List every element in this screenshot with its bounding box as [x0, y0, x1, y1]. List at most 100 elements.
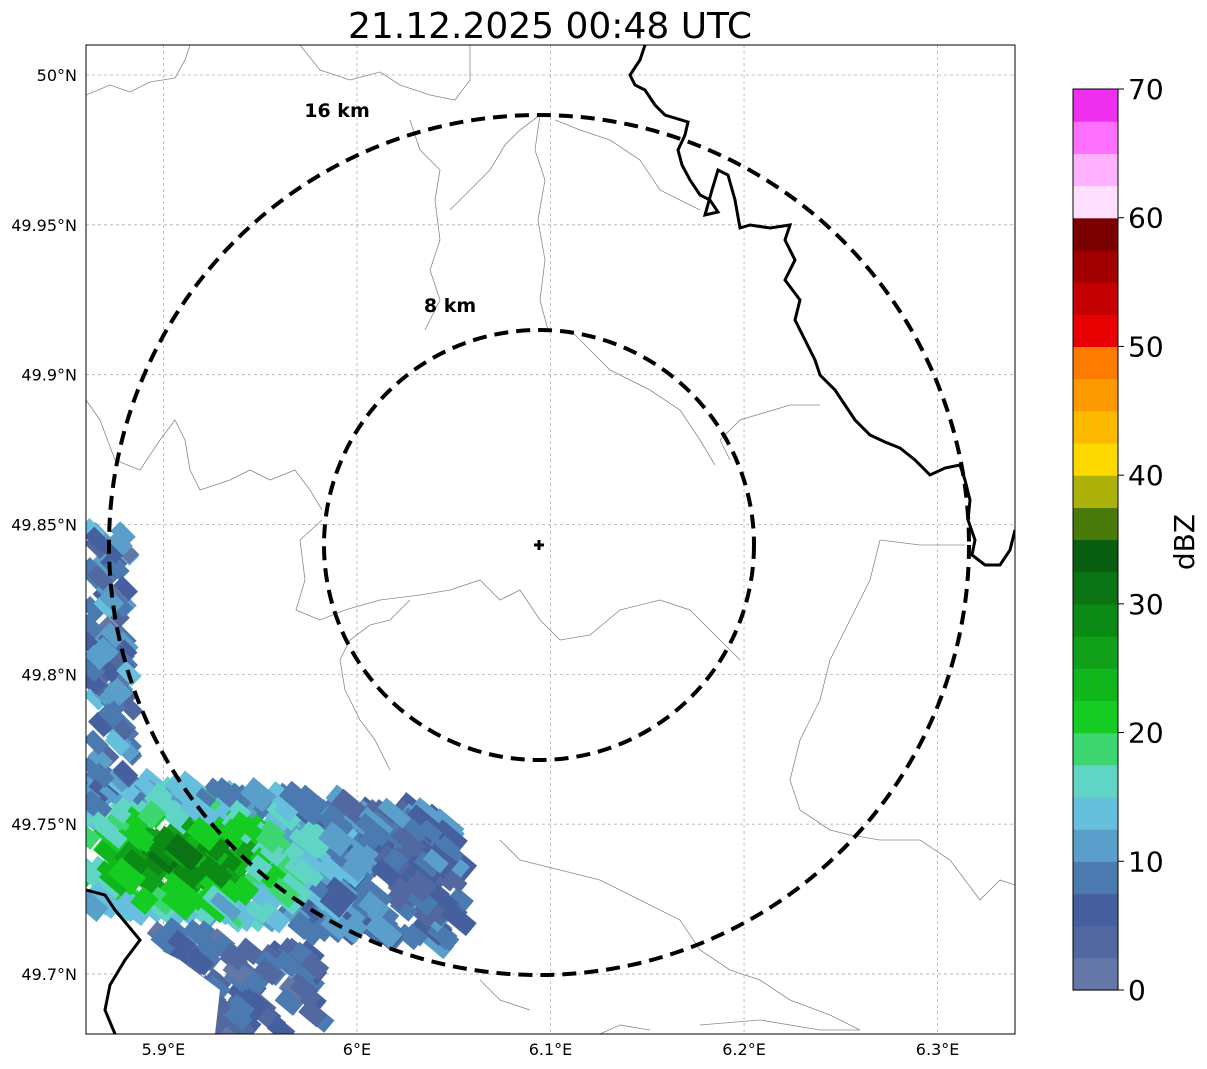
echo-free-area [105, 930, 220, 1034]
radar-echo-cell [391, 825, 426, 858]
radar-echo-cell [228, 799, 252, 822]
radar-echo-cell [309, 916, 336, 943]
radar-echo-cell [209, 891, 242, 922]
radar-echo-cell [341, 858, 367, 883]
colorbar-swatches [1073, 89, 1118, 991]
radar-echo-cell [123, 848, 150, 875]
colorbar-tick-label: 10 [1128, 845, 1164, 878]
colorbar-swatch [1073, 668, 1118, 701]
radar-echo-cell [164, 833, 204, 872]
latitude-tick-label: 49.85°N [11, 516, 77, 535]
colorbar-swatch [1073, 796, 1118, 830]
radar-echo-cell [404, 923, 429, 947]
range-ring-label-16km: 16 km [304, 100, 370, 122]
colorbar-swatch [1073, 249, 1118, 283]
radar-echo-cell [226, 993, 256, 1022]
range-ring-16km [107, 113, 971, 977]
colorbar-tick-label: 20 [1128, 717, 1164, 750]
radar-echo-cell [448, 887, 474, 912]
colorbar-frame [1072, 88, 1119, 991]
colorbar-swatch [1073, 475, 1118, 508]
range-ring-8km [322, 328, 756, 762]
radar-echo-cell [119, 893, 154, 927]
map-panel: 8 km 16 km 5.9°E 6°E 6.1°E 6.2°E 6.3°E 50°N 4… [11, 44, 1016, 1059]
map-frame [85, 44, 1016, 1035]
colorbar-swatch [1073, 378, 1118, 412]
colorbar-swatch [1073, 925, 1118, 959]
radar-echo-cell [410, 903, 437, 929]
latitude-tick-label: 49.75°N [11, 815, 77, 834]
latitude-tick-label: 49.9°N [21, 366, 77, 385]
radar-echo-cell [300, 832, 330, 861]
radar-echo-cell [86, 669, 106, 695]
colorbar-swatch [1073, 153, 1118, 187]
radar-echo-cell [86, 790, 113, 823]
radar-echo-cell [325, 876, 358, 907]
radar-echo-cell [86, 819, 101, 850]
radar-echo-cell [87, 746, 114, 772]
radar-echo-cell [86, 613, 104, 640]
colorbar-swatch [1073, 957, 1118, 991]
radar-echo-cell [110, 521, 136, 547]
radar-echo-cell [109, 802, 132, 825]
colorbar-tick-label: 0 [1128, 974, 1146, 1007]
colorbar-swatch [1073, 185, 1118, 219]
colorbar-swatch [1073, 346, 1118, 380]
colorbar-swatch [1073, 539, 1118, 573]
radar-echo-cell [422, 848, 449, 874]
radar-site-marker [534, 540, 544, 550]
colorbar: 0 10 20 30 40 50 60 70 dBZ [1072, 73, 1201, 1007]
colorbar-swatch [1073, 829, 1118, 862]
range-rings [107, 113, 971, 977]
colorbar-swatch [1073, 861, 1118, 895]
radar-echo-cell [147, 886, 177, 916]
radar-echo-cell [292, 858, 324, 888]
radar-echo-cell [222, 957, 252, 986]
radar-echo-cell [278, 780, 315, 815]
radar-echo-cell [161, 883, 200, 921]
map-title: 21.12.2025 00:48 UTC [348, 6, 752, 47]
latitude-tick-label: 49.95°N [11, 216, 77, 235]
radar-echo-cell [86, 882, 117, 914]
radar-echo-cell [86, 770, 89, 794]
radar-echo-cell [436, 835, 462, 860]
radar-echo-cell [219, 943, 249, 971]
colorbar-tick-label: 50 [1128, 330, 1164, 363]
radar-echo-cell [218, 818, 247, 847]
radar-echo-cell [98, 587, 125, 614]
colorbar-tick-label: 30 [1128, 588, 1164, 621]
radar-echo-cell [280, 872, 313, 903]
range-ring-label-8km: 8 km [424, 295, 476, 317]
colorbar-swatch [1073, 121, 1118, 154]
radar-echo-cell [377, 797, 412, 829]
radar-echo-cell [94, 817, 128, 850]
radar-echo-cell [273, 950, 303, 978]
radar-echo-cell [107, 677, 133, 703]
gridlines [86, 45, 1015, 1034]
colorbar-tick-labels: 0 10 20 30 40 50 60 70 [1118, 73, 1164, 1007]
radar-echo-cell [86, 644, 110, 671]
longitude-tick-label: 5.9°E [142, 1040, 186, 1059]
radar-echo-cell [298, 999, 327, 1028]
colorbar-swatch [1073, 442, 1118, 476]
colorbar-tick-label: 60 [1128, 202, 1164, 235]
radar-echo-cell [150, 927, 180, 956]
radar-echo-cell [229, 896, 261, 928]
radar-echo-cell [196, 934, 225, 963]
radar-echo-cell [89, 762, 115, 788]
colorbar-tick-label: 40 [1128, 459, 1164, 492]
radar-echo-cell [384, 887, 409, 911]
colorbar-tick-label: 70 [1128, 73, 1164, 106]
radar-echo-cell [99, 538, 125, 564]
radar-echo-cell [230, 811, 264, 842]
colorbar-swatch [1073, 217, 1118, 251]
radar-echo-cell [86, 778, 113, 809]
radar-echo-cell [87, 565, 113, 591]
radar-echo-cell [239, 777, 277, 813]
colorbar-swatch [1073, 282, 1118, 315]
radar-echo-cell [364, 913, 403, 950]
radar-echo-cell [224, 1003, 253, 1031]
radar-echo-cell [245, 894, 276, 925]
radar-echo-cell [86, 854, 108, 890]
radar-echo-cell [418, 819, 443, 843]
